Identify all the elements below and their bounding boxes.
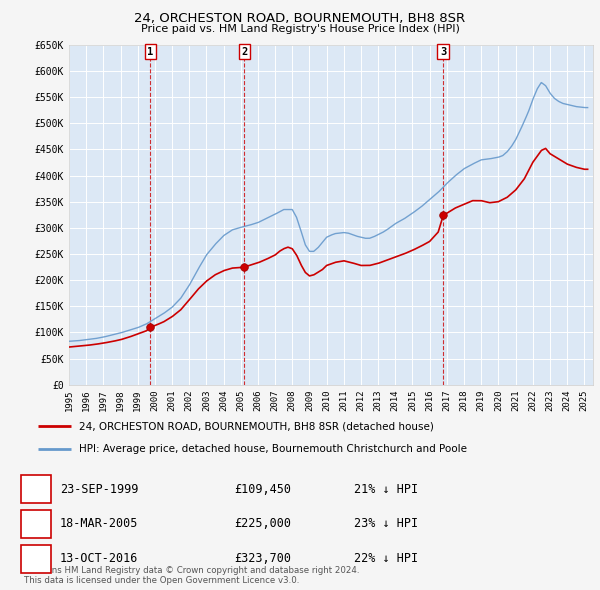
Text: 24, ORCHESTON ROAD, BOURNEMOUTH, BH8 8SR: 24, ORCHESTON ROAD, BOURNEMOUTH, BH8 8SR [134, 12, 466, 25]
Text: £225,000: £225,000 [234, 517, 291, 530]
Text: 13-OCT-2016: 13-OCT-2016 [60, 552, 139, 565]
Text: HPI: Average price, detached house, Bournemouth Christchurch and Poole: HPI: Average price, detached house, Bour… [79, 444, 467, 454]
Text: 21% ↓ HPI: 21% ↓ HPI [354, 483, 418, 496]
Text: £109,450: £109,450 [234, 483, 291, 496]
Text: 18-MAR-2005: 18-MAR-2005 [60, 517, 139, 530]
Text: 1: 1 [147, 47, 154, 57]
Text: Contains HM Land Registry data © Crown copyright and database right 2024.
This d: Contains HM Land Registry data © Crown c… [24, 566, 359, 585]
Text: 2: 2 [241, 47, 247, 57]
Text: 1: 1 [32, 483, 40, 496]
Text: 24, ORCHESTON ROAD, BOURNEMOUTH, BH8 8SR (detached house): 24, ORCHESTON ROAD, BOURNEMOUTH, BH8 8SR… [79, 421, 434, 431]
Text: 23-SEP-1999: 23-SEP-1999 [60, 483, 139, 496]
Text: £323,700: £323,700 [234, 552, 291, 565]
Text: 2: 2 [32, 517, 40, 530]
Text: 23% ↓ HPI: 23% ↓ HPI [354, 517, 418, 530]
Text: 3: 3 [32, 552, 40, 565]
Text: 22% ↓ HPI: 22% ↓ HPI [354, 552, 418, 565]
Text: Price paid vs. HM Land Registry's House Price Index (HPI): Price paid vs. HM Land Registry's House … [140, 24, 460, 34]
Text: 3: 3 [440, 47, 446, 57]
